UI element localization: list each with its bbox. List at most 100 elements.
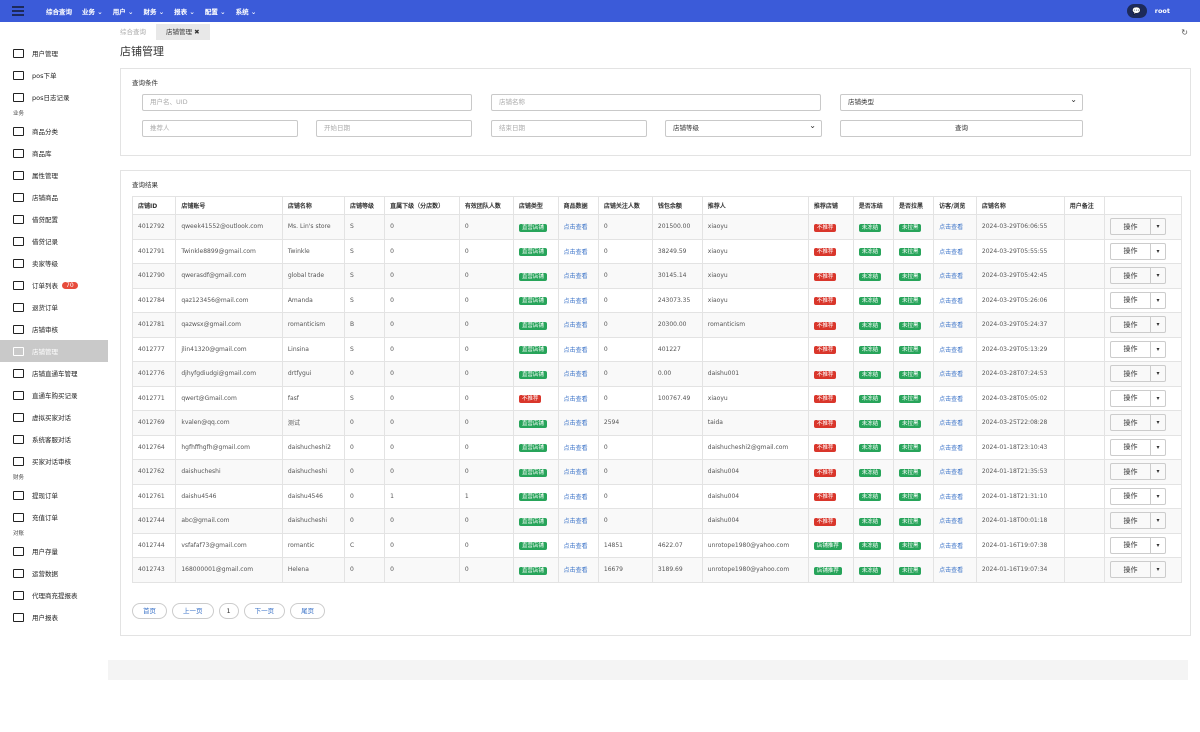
dropdown-caret-icon[interactable]: ▾ — [1156, 321, 1160, 329]
view-link[interactable]: 点击查看 — [939, 248, 964, 256]
shop-level-select[interactable]: 店铺等级 — [665, 118, 822, 137]
action-label[interactable]: 操作 — [1111, 464, 1151, 480]
top-menu-item[interactable]: 配置 ⌄ — [204, 8, 226, 16]
view-link[interactable]: 点击查看 — [939, 322, 964, 330]
action-button[interactable]: 操作 ▾ — [1109, 316, 1166, 334]
sidebar-item[interactable]: 虚拟买家对话 — [0, 406, 108, 428]
dropdown-caret-icon[interactable]: ▾ — [1156, 394, 1160, 402]
sidebar-item[interactable]: 退货订单 — [0, 296, 108, 318]
view-link[interactable]: 点击查看 — [563, 273, 588, 281]
action-button[interactable]: 操作 ▾ — [1109, 536, 1166, 554]
action-button[interactable]: 操作 ▾ — [1109, 242, 1166, 260]
action-button[interactable]: 操作 ▾ — [1109, 463, 1166, 481]
sidebar-item[interactable]: pos下单 — [0, 64, 108, 86]
view-link[interactable]: 点击查看 — [563, 542, 588, 550]
action-label[interactable]: 操作 — [1111, 341, 1151, 357]
action-label[interactable]: 操作 — [1111, 292, 1151, 308]
view-link[interactable]: 点击查看 — [939, 224, 964, 232]
view-link[interactable]: 点击查看 — [563, 493, 588, 501]
sidebar-item[interactable]: 买家对话审核 — [0, 450, 108, 472]
sidebar-item[interactable]: 用户管理 — [0, 42, 108, 64]
sidebar-item[interactable]: 用户报表 — [0, 606, 108, 628]
dropdown-caret-icon[interactable]: ▾ — [1156, 492, 1160, 500]
dropdown-caret-icon[interactable]: ▾ — [1156, 223, 1160, 231]
dropdown-caret-icon[interactable]: ▾ — [1156, 345, 1160, 353]
action-button[interactable]: 操作 ▾ — [1109, 365, 1166, 383]
refresh-icon[interactable]: ↻ — [1181, 28, 1188, 37]
view-link[interactable]: 点击查看 — [939, 346, 964, 354]
view-link[interactable]: 点击查看 — [563, 469, 588, 477]
view-link[interactable]: 点击查看 — [939, 542, 964, 550]
sidebar-item[interactable]: pos日志记录 — [0, 86, 108, 108]
referrer-input[interactable]: 推荐人 — [142, 120, 298, 137]
view-link[interactable]: 点击查看 — [563, 346, 588, 354]
action-label[interactable]: 操作 — [1111, 488, 1151, 504]
view-link[interactable]: 点击查看 — [939, 567, 964, 575]
view-link[interactable]: 点击查看 — [939, 395, 964, 403]
view-link[interactable]: 点击查看 — [939, 273, 964, 281]
view-link[interactable]: 点击查看 — [563, 444, 588, 452]
dropdown-caret-icon[interactable]: ▾ — [1156, 443, 1160, 451]
start-date-input[interactable]: 开始日期 — [316, 120, 472, 137]
dropdown-caret-icon[interactable]: ▾ — [1156, 296, 1160, 304]
view-link[interactable]: 点击查看 — [563, 518, 588, 526]
menu-toggle-icon[interactable] — [0, 0, 36, 22]
sidebar-item[interactable]: 充值订单 — [0, 506, 108, 528]
action-label[interactable]: 操作 — [1111, 317, 1151, 333]
sidebar-item[interactable]: 订单列表 70 — [0, 274, 108, 296]
dropdown-caret-icon[interactable]: ▾ — [1156, 272, 1160, 280]
user-search-input[interactable]: 用户名、UID — [142, 94, 472, 111]
action-label[interactable]: 操作 — [1111, 415, 1151, 431]
view-link[interactable]: 点击查看 — [563, 567, 588, 575]
action-label[interactable]: 操作 — [1111, 513, 1151, 529]
action-label[interactable]: 操作 — [1111, 537, 1151, 553]
sidebar-item[interactable]: 运营数据 — [0, 562, 108, 584]
action-label[interactable]: 操作 — [1111, 366, 1151, 382]
sidebar-item[interactable]: 借贷记录 — [0, 230, 108, 252]
view-link[interactable]: 点击查看 — [939, 444, 964, 452]
chat-icon[interactable]: 💬 — [1126, 4, 1147, 18]
top-menu-item[interactable]: 报表 ⌄ — [174, 8, 195, 16]
sidebar-item[interactable]: 店铺直通车管理 — [0, 362, 108, 384]
action-button[interactable]: 操作 ▾ — [1109, 340, 1166, 358]
sidebar-item[interactable]: 借贷配置 — [0, 208, 108, 230]
top-menu-item[interactable]: 用户 ⌄ — [112, 8, 134, 16]
view-link[interactable]: 点击查看 — [563, 224, 588, 232]
page-button[interactable]: 首页 — [132, 603, 167, 619]
view-link[interactable]: 点击查看 — [939, 371, 964, 379]
sidebar-item[interactable]: 直通车购买记录 — [0, 384, 108, 406]
dropdown-caret-icon[interactable]: ▾ — [1156, 566, 1160, 574]
view-link[interactable]: 点击查看 — [939, 420, 964, 428]
view-link[interactable]: 点击查看 — [563, 371, 588, 379]
action-button[interactable]: 操作 ▾ — [1109, 218, 1166, 236]
top-menu-item[interactable]: 财务 ⌄ — [143, 8, 165, 16]
action-button[interactable]: 操作 ▾ — [1109, 561, 1166, 579]
action-button[interactable]: 操作 ▾ — [1109, 267, 1166, 285]
page-button[interactable]: 1 — [218, 603, 239, 619]
top-menu-item[interactable]: 系统 ⌄ — [235, 8, 257, 16]
action-label[interactable]: 操作 — [1111, 562, 1151, 578]
sidebar-item[interactable]: 商品分类 — [0, 120, 108, 142]
action-button[interactable]: 操作 ▾ — [1109, 414, 1166, 432]
top-menu-item[interactable]: 综合查询 — [46, 8, 72, 16]
view-link[interactable]: 点击查看 — [563, 420, 588, 428]
shop-type-select[interactable]: 店铺类型 — [840, 92, 1083, 111]
dropdown-caret-icon[interactable]: ▾ — [1156, 247, 1160, 255]
page-button[interactable]: 下一页 — [243, 603, 286, 619]
user-menu[interactable]: root — [1154, 7, 1170, 15]
page-button[interactable]: 尾页 — [290, 603, 326, 619]
sidebar-item[interactable]: 商品库 — [0, 142, 108, 164]
view-link[interactable]: 点击查看 — [939, 297, 964, 305]
action-button[interactable]: 操作 ▾ — [1109, 291, 1166, 309]
action-label[interactable]: 操作 — [1111, 268, 1151, 284]
action-button[interactable]: 操作 ▾ — [1109, 389, 1166, 407]
sidebar-item[interactable]: 卖家等级 — [0, 252, 108, 274]
sidebar-item[interactable]: 系统客服对话 — [0, 428, 108, 450]
page-button[interactable]: 上一页 — [172, 603, 214, 619]
page-tab[interactable]: 综合查询 — [120, 28, 146, 36]
page-tab[interactable]: 店铺管理 ✖ — [156, 24, 210, 40]
action-button[interactable]: 操作 ▾ — [1109, 438, 1166, 456]
dropdown-caret-icon[interactable]: ▾ — [1156, 541, 1160, 549]
dropdown-caret-icon[interactable]: ▾ — [1156, 419, 1160, 427]
sidebar-item[interactable]: 店铺审核 — [0, 318, 108, 340]
